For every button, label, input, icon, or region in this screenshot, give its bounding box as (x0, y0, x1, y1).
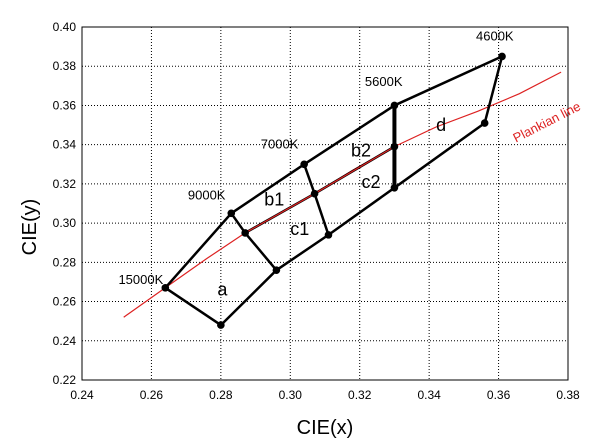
region-label: d (436, 115, 446, 135)
x-tick-label: 0.28 (209, 388, 233, 402)
polygon-edge (302, 104, 396, 166)
y-tick-label: 0.38 (53, 59, 77, 73)
y-tick-label: 0.40 (53, 20, 77, 34)
data-point-marker (227, 209, 236, 218)
y-tick-label: 0.28 (53, 255, 77, 269)
y-tick-label: 0.32 (53, 177, 77, 191)
cct-point-label: 4600K (476, 29, 514, 44)
data-point-marker (310, 189, 319, 198)
data-point-marker (324, 231, 333, 239)
y-tick-label: 0.24 (53, 334, 77, 348)
polygon-edge (302, 163, 316, 195)
planckian-line-label: Plankian line (510, 99, 582, 146)
polygon-edge (219, 268, 278, 327)
polygon-edge (230, 163, 306, 215)
cct-point-label: 15000K (118, 272, 163, 287)
data-point-marker (241, 229, 249, 237)
data-point-marker (272, 266, 281, 274)
region-label: a (217, 280, 228, 300)
y-tick-label: 0.30 (53, 216, 77, 230)
tick-labels: 0.24 0.26 0.28 0.30 0.32 0.34 0.36 0.380.220.24… (53, 20, 580, 402)
x-tick-label: 0.26 (140, 388, 164, 402)
region-label: b2 (351, 140, 371, 160)
data-point-marker (390, 142, 399, 151)
cct-point-label: 5600K (365, 74, 403, 89)
y-tick-label: 0.26 (53, 295, 77, 309)
polygon-edge (393, 121, 486, 190)
region-label: c1 (290, 219, 309, 239)
data-point-marker (217, 321, 225, 329)
x-tick-label: 0.36 (487, 388, 511, 402)
data-point-marker (480, 119, 489, 127)
x-axis-title: CIE(x) (297, 417, 354, 439)
y-tick-label: 0.22 (53, 373, 77, 387)
polygon-edge (313, 192, 330, 237)
region-label: c2 (361, 172, 380, 192)
polygon-edge (393, 55, 504, 107)
polygon-edge (483, 55, 504, 125)
x-tick-label: 0.34 (417, 388, 441, 402)
x-tick-label: 0.24 (70, 388, 94, 402)
data-point-marker (390, 101, 399, 110)
region-label: b1 (264, 189, 284, 209)
data-point-marker (390, 184, 399, 192)
data-point-marker (498, 52, 506, 61)
polygon-edge (243, 231, 278, 272)
annotation-labels: 15000K 9000K 7000K 5600K 4600K a b1 c1 b2 c2 d Plan… (118, 29, 583, 300)
y-axis-title: CIE(y) (19, 199, 41, 256)
x-tick-label: 0.32 (348, 388, 372, 402)
y-tick-label: 0.36 (53, 98, 77, 112)
x-tick-label: 0.38 (556, 388, 580, 402)
polygon-edge (275, 233, 330, 272)
polygon-segments (164, 55, 504, 327)
polygon-edge (327, 186, 396, 237)
data-points (161, 52, 506, 329)
cct-point-label: 7000K (261, 137, 299, 152)
x-tick-label: 0.30 (279, 388, 303, 402)
cct-point-label: 9000K (188, 188, 226, 203)
polygon-edge (230, 212, 247, 235)
plot-frame (81, 26, 569, 381)
data-point-marker (300, 160, 308, 169)
data-point-marker (161, 284, 170, 292)
polygon-edge (164, 286, 223, 327)
y-tick-label: 0.34 (53, 138, 77, 152)
polygon-edge (164, 212, 233, 290)
